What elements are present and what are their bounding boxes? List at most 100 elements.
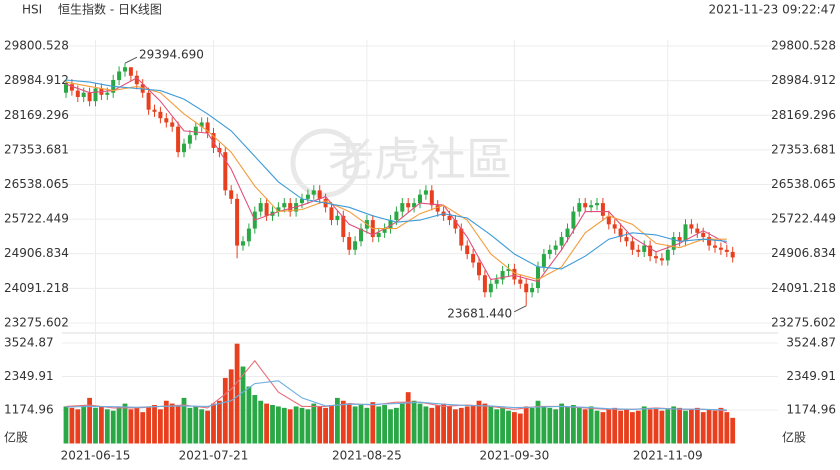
volume-bar bbox=[588, 406, 594, 444]
candle-body bbox=[105, 92, 110, 95]
candle-body bbox=[317, 190, 322, 199]
volume-bar bbox=[547, 407, 553, 444]
volume-bar bbox=[576, 407, 582, 444]
candle-body bbox=[630, 241, 635, 250]
volume-bar bbox=[364, 407, 370, 444]
candle-body bbox=[193, 126, 198, 136]
volume-bar bbox=[152, 405, 157, 444]
volume-tick-label: 2349.91 bbox=[4, 369, 54, 383]
y-tick-label-right: 28984.912 bbox=[771, 73, 836, 87]
candle-body bbox=[81, 92, 86, 97]
volume-bar bbox=[535, 400, 541, 444]
candle-body bbox=[211, 133, 216, 148]
candle-body bbox=[665, 249, 670, 261]
x-tick-label: 2021-11-09 bbox=[633, 449, 703, 463]
candle-body bbox=[75, 90, 80, 97]
candle-body bbox=[518, 279, 523, 284]
x-tick-label: 2021-07-21 bbox=[179, 449, 249, 463]
candle-body bbox=[134, 75, 139, 85]
volume-bar bbox=[134, 407, 140, 444]
candle-body bbox=[677, 237, 682, 242]
volume-bar bbox=[122, 403, 128, 444]
volume-bar bbox=[340, 400, 346, 444]
candle-body bbox=[64, 84, 68, 93]
candle-body bbox=[93, 88, 98, 102]
volume-bar bbox=[146, 406, 151, 444]
volume-bar bbox=[376, 406, 382, 444]
volume-bar bbox=[694, 407, 700, 444]
candle-body bbox=[217, 147, 222, 153]
candle-body bbox=[146, 92, 151, 110]
candle-body bbox=[300, 198, 304, 204]
volume-bar bbox=[423, 406, 429, 444]
candle-body bbox=[459, 228, 464, 246]
candle-body bbox=[264, 203, 269, 216]
chart-title: 恒生指数 - 日K线图 bbox=[58, 2, 162, 17]
volume-bar bbox=[700, 412, 706, 444]
volume-bar bbox=[523, 406, 529, 444]
volume-bar bbox=[346, 403, 352, 444]
volume-bar bbox=[411, 400, 417, 444]
volume-bar bbox=[689, 409, 694, 444]
candle-body bbox=[223, 152, 228, 191]
candle-body bbox=[429, 190, 434, 206]
candle-body bbox=[347, 237, 352, 250]
volume-bar bbox=[635, 410, 641, 444]
volume-bar bbox=[565, 406, 570, 444]
candle-body bbox=[229, 190, 234, 199]
symbol: HSI bbox=[22, 3, 42, 17]
candle-body bbox=[205, 122, 210, 134]
candle-body bbox=[583, 203, 588, 208]
y-tick-label-right: 27353.681 bbox=[771, 142, 836, 156]
volume-bar bbox=[677, 407, 682, 444]
candle-body bbox=[117, 71, 122, 80]
annotation: 29394.690 bbox=[139, 48, 204, 62]
volume-bar bbox=[116, 406, 122, 444]
candle-body bbox=[730, 251, 735, 258]
volume-bar bbox=[405, 392, 411, 444]
y-tick-label: 28984.912 bbox=[4, 73, 69, 87]
volume-bar bbox=[234, 343, 240, 444]
candle-body bbox=[305, 194, 310, 199]
candle-body bbox=[494, 279, 499, 284]
candle-body bbox=[329, 207, 334, 221]
volume-bar bbox=[606, 409, 612, 444]
candle-body bbox=[187, 135, 192, 144]
moving-average bbox=[65, 380, 727, 411]
volume-bar bbox=[488, 406, 494, 444]
candle-body bbox=[724, 249, 729, 252]
y-tick-label-right: 26538.065 bbox=[771, 177, 836, 191]
volume-bar bbox=[665, 409, 671, 444]
candle-body bbox=[406, 203, 411, 208]
candle-body bbox=[553, 245, 558, 250]
y-tick-label: 24906.834 bbox=[4, 246, 69, 260]
volume-bar bbox=[458, 407, 464, 444]
candle-body bbox=[541, 254, 546, 267]
x-tick-label: 2021-08-25 bbox=[332, 449, 402, 463]
volume-bar bbox=[323, 407, 328, 444]
volume-tick-label-right: 2349.91 bbox=[786, 369, 836, 383]
candle-body bbox=[659, 258, 664, 261]
volume-bar bbox=[246, 386, 252, 444]
volume-bar bbox=[641, 406, 647, 444]
candle-body bbox=[488, 283, 493, 293]
volume-bar bbox=[482, 403, 488, 444]
volume-bar bbox=[193, 406, 199, 444]
moving-average bbox=[65, 81, 727, 281]
x-tick-label: 2021-06-15 bbox=[61, 449, 131, 463]
volume-bar bbox=[447, 406, 452, 444]
annotation-leader bbox=[513, 305, 527, 313]
candle-body bbox=[671, 237, 676, 250]
volume-bar bbox=[93, 407, 98, 444]
volume-bar bbox=[506, 410, 511, 444]
candle-body bbox=[648, 245, 653, 257]
volume-bar bbox=[158, 409, 163, 444]
candle-body bbox=[565, 228, 570, 238]
y-tick-label: 26538.065 bbox=[4, 177, 69, 191]
volume-bar bbox=[264, 403, 269, 444]
volume-bar bbox=[128, 409, 134, 444]
y-tick-label-right: 24091.218 bbox=[771, 281, 836, 295]
candle-body bbox=[618, 228, 623, 238]
candle-body bbox=[654, 256, 658, 259]
